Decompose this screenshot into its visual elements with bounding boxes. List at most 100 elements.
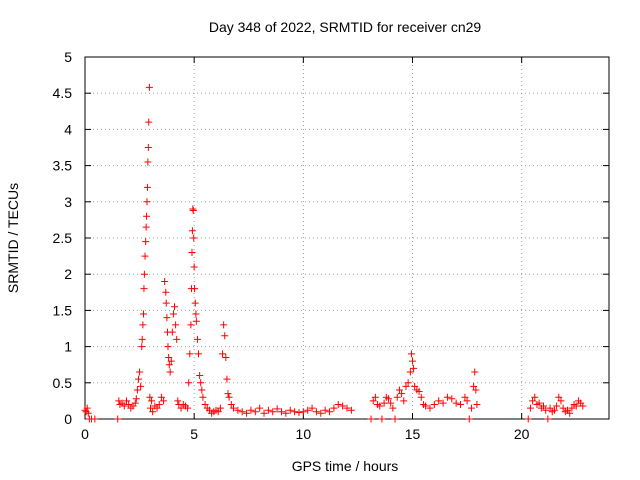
- data-point: [164, 343, 172, 351]
- data-point: [142, 223, 150, 231]
- data-point: [196, 372, 204, 380]
- data-point: [395, 386, 403, 394]
- data-point: [247, 406, 255, 414]
- data-point: [191, 299, 199, 307]
- data-point: [167, 357, 175, 365]
- data-point: [143, 183, 151, 191]
- data-point: [133, 386, 141, 394]
- data-point: [136, 368, 144, 376]
- data-point: [190, 263, 198, 271]
- data-point: [566, 409, 574, 417]
- data-point: [439, 399, 447, 407]
- data-point: [143, 198, 151, 206]
- data-point: [400, 397, 408, 405]
- data-point: [234, 406, 242, 414]
- data-point: [188, 227, 196, 235]
- data-point: [199, 393, 207, 401]
- data-point: [166, 368, 174, 376]
- data-point: [144, 144, 152, 151]
- data-point: [139, 321, 147, 329]
- data-point: [448, 395, 456, 403]
- data-point: [146, 393, 154, 401]
- data-point: [334, 401, 342, 409]
- data-point: [260, 409, 268, 417]
- data-point: [144, 158, 152, 166]
- data-point: [186, 350, 194, 358]
- data-point: [84, 409, 92, 417]
- data-point: [278, 408, 285, 416]
- data-point: [430, 401, 438, 409]
- data-point: [132, 395, 140, 403]
- data-point: [192, 310, 200, 318]
- y-tick-label: 0: [64, 411, 72, 427]
- y-tick-label: 1.5: [53, 302, 73, 318]
- data-point: [398, 390, 406, 398]
- data-point: [225, 393, 233, 401]
- data-point: [559, 404, 567, 412]
- data-point: [165, 353, 173, 361]
- data-point: [391, 415, 399, 423]
- data-point: [91, 415, 99, 423]
- data-point: [579, 402, 587, 410]
- x-tick-label: 0: [81, 426, 89, 442]
- data-point: [131, 399, 139, 407]
- y-tick-label: 4.5: [53, 85, 73, 101]
- y-tick-label: 2: [64, 266, 72, 282]
- data-point: [380, 399, 388, 407]
- data-point: [220, 321, 228, 329]
- data-point: [524, 415, 532, 423]
- y-tick-label: 0.5: [53, 375, 73, 391]
- data-point: [542, 406, 550, 414]
- data-point: [467, 404, 475, 412]
- data-point: [221, 332, 229, 340]
- data-point: [410, 364, 418, 372]
- data-point: [229, 404, 237, 412]
- data-point: [177, 404, 185, 412]
- data-point: [216, 404, 224, 412]
- data-point: [153, 404, 161, 412]
- data-point: [557, 397, 565, 405]
- data-point: [326, 408, 334, 416]
- data-point: [161, 277, 169, 285]
- data-point: [308, 404, 316, 412]
- data-point: [286, 406, 294, 414]
- data-point: [299, 408, 307, 416]
- data-point: [330, 404, 338, 412]
- data-point: [191, 285, 199, 293]
- y-tick-label: 3.5: [53, 158, 73, 174]
- data-point: [295, 408, 303, 416]
- data-point: [568, 404, 576, 412]
- data-point: [461, 393, 469, 401]
- data-point: [546, 404, 554, 412]
- x-tick-label: 20: [514, 426, 530, 442]
- tick-marks: [84, 56, 609, 420]
- data-point: [378, 415, 386, 423]
- data-point: [189, 206, 197, 214]
- data-point: [465, 415, 473, 423]
- data-point: [291, 408, 299, 416]
- data-point: [140, 310, 148, 318]
- y-axis-label: SRMTID / TECUs: [5, 183, 21, 293]
- data-point: [224, 390, 232, 398]
- data-point: [190, 234, 198, 242]
- data-point: [407, 350, 415, 358]
- x-tick-label: 10: [296, 426, 312, 442]
- data-point: [415, 387, 423, 395]
- data-point: [223, 375, 231, 383]
- data-point: [168, 328, 176, 336]
- data-point: [197, 379, 205, 387]
- data-point: [411, 382, 419, 390]
- y-tick-label: 3: [64, 194, 72, 210]
- data-point: [140, 285, 148, 293]
- data-point: [304, 406, 312, 414]
- data-point: [169, 310, 177, 318]
- data-point: [222, 353, 230, 361]
- x-tick-label: 15: [405, 426, 421, 442]
- data-point: [540, 402, 547, 410]
- data-point: [393, 393, 401, 401]
- data-point: [188, 248, 196, 256]
- data-point: [174, 397, 182, 405]
- data-point: [409, 357, 416, 365]
